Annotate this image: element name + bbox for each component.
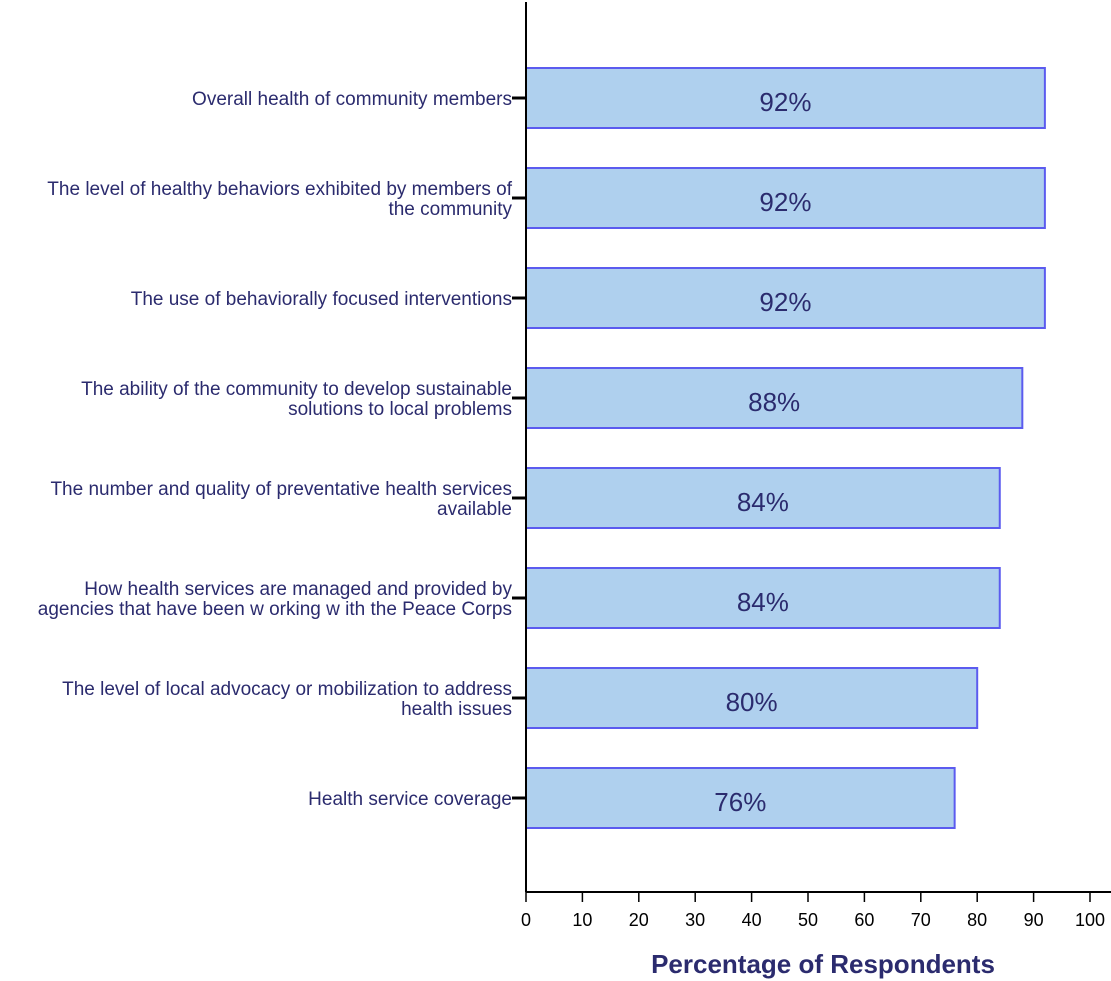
category-label-line: Overall health of community members: [192, 89, 512, 110]
x-tick-label: 60: [854, 910, 874, 930]
category-label-line: The number and quality of preventative h…: [50, 479, 512, 500]
bar: [525, 367, 1024, 429]
category-label-line: agencies that have been w orking w ith t…: [38, 599, 512, 620]
data-label: 80%: [726, 687, 778, 717]
x-tick-label: 40: [742, 910, 762, 930]
x-tick-label: 30: [685, 910, 705, 930]
bars-group: 92% 92% 92% 88% 84% 84% 80% 76%: [525, 67, 1046, 829]
category-label: The use of behaviorally focused interven…: [131, 289, 512, 310]
axes-group: [525, 2, 1111, 893]
category-label: The level of healthy behaviors exhibited…: [47, 179, 512, 220]
category-label-line: the community: [388, 199, 512, 220]
x-tick-label: 90: [1024, 910, 1044, 930]
data-label: 92%: [759, 287, 811, 317]
category-label: How health services are managed and prov…: [38, 579, 513, 620]
category-label-line: solutions to local problems: [288, 399, 512, 420]
data-label: 76%: [714, 787, 766, 817]
category-label-line: health issues: [401, 699, 512, 720]
data-label: 84%: [737, 487, 789, 517]
data-label: 88%: [748, 387, 800, 417]
bar: [525, 467, 1001, 529]
category-label-line: How health services are managed and prov…: [84, 579, 512, 600]
x-tick-label: 80: [967, 910, 987, 930]
x-axis-title: Percentage of Respondents: [651, 949, 995, 979]
data-label: 84%: [737, 587, 789, 617]
category-label: The level of local advocacy or mobilizat…: [62, 679, 512, 720]
x-tick-label: 20: [629, 910, 649, 930]
bar: [525, 667, 979, 729]
data-label: 92%: [759, 187, 811, 217]
bar: [525, 167, 1046, 229]
category-label: Health service coverage: [308, 789, 512, 810]
category-label: The ability of the community to develop …: [81, 379, 512, 420]
category-label: Overall health of community members: [192, 89, 512, 110]
bar: [525, 67, 1046, 129]
x-tick-label: 70: [911, 910, 931, 930]
x-ticks-group: 0 10 20 30 40 50 60 70 80 90 100: [521, 892, 1105, 930]
category-label: The number and quality of preventative h…: [50, 479, 512, 520]
category-label-line: The level of local advocacy or mobilizat…: [62, 679, 512, 700]
category-labels-group: Overall health of community members The l…: [38, 89, 526, 810]
category-label-line: available: [437, 499, 512, 520]
category-label-line: Health service coverage: [308, 789, 512, 810]
category-label-line: The ability of the community to develop …: [81, 379, 512, 400]
x-tick-label: 50: [798, 910, 818, 930]
x-tick-label: 100: [1075, 910, 1105, 930]
category-label-line: The level of healthy behaviors exhibited…: [47, 179, 512, 200]
data-label: 92%: [759, 87, 811, 117]
bar: [525, 267, 1046, 329]
x-tick-label: 0: [521, 910, 531, 930]
category-label-line: The use of behaviorally focused interven…: [131, 289, 512, 310]
x-tick-label: 10: [572, 910, 592, 930]
